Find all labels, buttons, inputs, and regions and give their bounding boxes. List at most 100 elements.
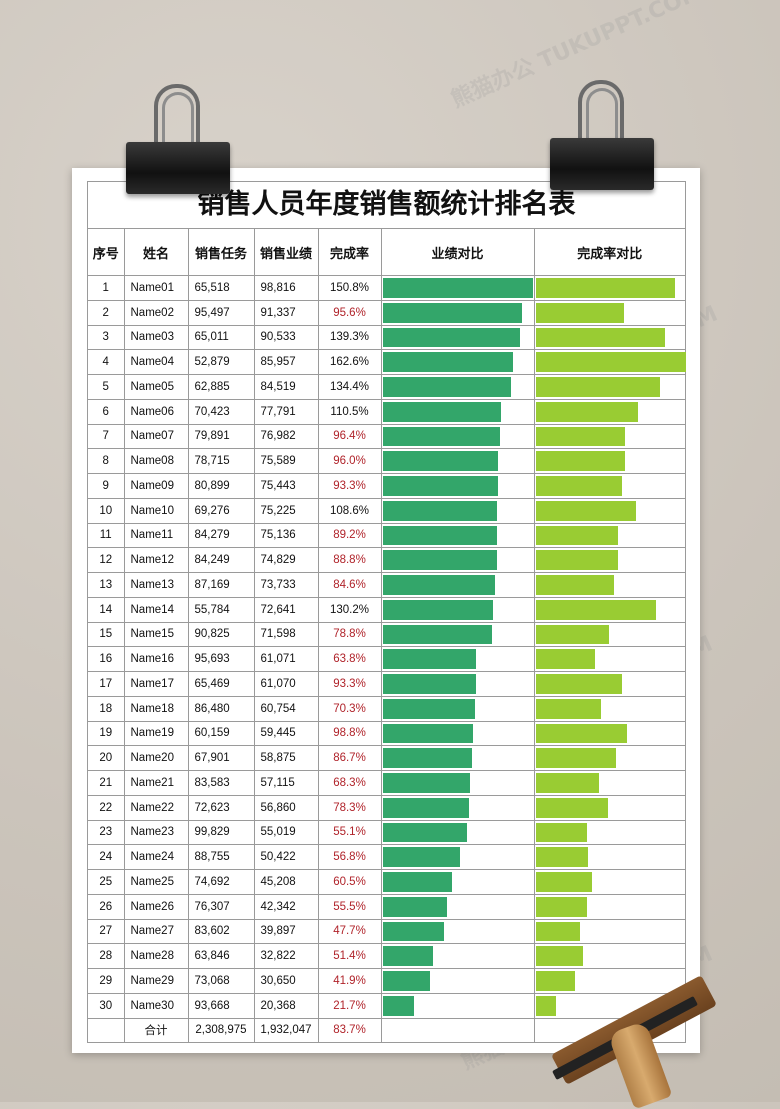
row-no: 7	[88, 423, 125, 450]
table-row: 19 Name19 60,159 59,445 98.8%	[88, 720, 685, 747]
table-row: 5 Name05 62,885 84,519 134.4%	[88, 374, 685, 400]
row-no: 29	[88, 968, 125, 994]
sales-bar	[382, 698, 475, 719]
row-sales: 56,860	[253, 794, 319, 821]
clip-body	[550, 138, 654, 190]
sales-bar-cell	[380, 992, 535, 1018]
clip-wire	[154, 84, 200, 156]
row-sales: 59,445	[253, 720, 319, 747]
sales-bar	[382, 426, 500, 447]
table-row: 16 Name16 95,693 61,071 63.8%	[88, 646, 685, 672]
rate-bar-cell	[533, 869, 685, 895]
row-name: Name30	[123, 992, 189, 1018]
row-name: Name28	[123, 943, 189, 969]
rate-bar	[535, 327, 665, 348]
rate-bar	[535, 896, 587, 917]
row-sales: 32,822	[253, 943, 319, 969]
row-rate: 47.7%	[317, 918, 382, 945]
row-rate: 51.4%	[317, 943, 382, 969]
row-sales: 73,733	[253, 572, 319, 598]
row-no: 23	[88, 819, 125, 846]
row-name: Name27	[123, 918, 189, 945]
header-task: 销售任务	[187, 229, 255, 276]
row-rate: 150.8%	[317, 275, 382, 301]
row-task: 79,891	[187, 423, 255, 450]
sales-bar	[382, 476, 498, 496]
sales-bar	[382, 822, 467, 843]
sales-bar	[382, 896, 447, 917]
table-row: 13 Name13 87,169 73,733 84.6%	[88, 572, 685, 598]
row-task: 65,518	[187, 275, 255, 301]
row-name: Name26	[123, 893, 189, 920]
sales-bar	[382, 674, 476, 694]
rate-bar	[535, 451, 625, 471]
row-sales: 30,650	[253, 968, 319, 994]
sales-bar-cell	[380, 918, 535, 945]
row-task: 86,480	[187, 695, 255, 722]
rate-bar-cell	[533, 473, 685, 499]
row-rate: 162.6%	[317, 349, 382, 375]
sales-bar-cell	[380, 349, 535, 375]
row-rate: 78.8%	[317, 621, 382, 648]
table-header-row: 序号 姓名 销售任务 销售业绩 完成率 业绩对比 完成率对比	[88, 229, 685, 276]
rate-bar	[535, 599, 656, 620]
sales-bar-cell	[380, 448, 535, 474]
row-sales: 75,589	[253, 448, 319, 474]
sales-bar-cell	[380, 745, 535, 771]
row-no: 22	[88, 794, 125, 821]
row-no: 16	[88, 646, 125, 672]
row-sales: 91,337	[253, 299, 319, 326]
row-rate: 60.5%	[317, 869, 382, 895]
total-label: 合计	[123, 1017, 189, 1043]
row-task: 84,249	[187, 547, 255, 573]
row-sales: 98,816	[253, 275, 319, 301]
header-sales-compare: 业绩对比	[380, 229, 535, 276]
rate-bar-cell	[533, 621, 685, 648]
sales-bar	[382, 971, 430, 991]
table-row: 8 Name08 78,715 75,589 96.0%	[88, 448, 685, 474]
rate-bar	[535, 302, 624, 323]
rate-bar-cell	[533, 596, 685, 623]
ranking-table-frame: 销售人员年度销售额统计排名表 序号 姓名 销售任务 销售业绩 完成率 业绩对比 …	[87, 181, 686, 1044]
row-task: 55,784	[187, 596, 255, 623]
total-no	[88, 1017, 125, 1043]
row-task: 95,497	[187, 299, 255, 326]
row-no: 19	[88, 720, 125, 747]
total-sales: 1,932,047	[253, 1017, 319, 1043]
total-sales-bar-cell	[380, 1017, 535, 1043]
row-sales: 50,422	[253, 844, 319, 870]
rate-bar-cell	[533, 695, 685, 722]
sales-bar-cell	[380, 497, 535, 524]
row-name: Name21	[123, 770, 189, 796]
row-name: Name11	[123, 522, 189, 549]
row-name: Name20	[123, 745, 189, 771]
table-row: 18 Name18 86,480 60,754 70.3%	[88, 695, 685, 722]
row-no: 5	[88, 374, 125, 400]
row-no: 8	[88, 448, 125, 474]
table-row: 20 Name20 67,901 58,875 86.7%	[88, 745, 685, 771]
row-task: 63,846	[187, 943, 255, 969]
row-name: Name19	[123, 720, 189, 747]
row-rate: 130.2%	[317, 596, 382, 623]
header-sales: 销售业绩	[253, 229, 319, 276]
rate-bar-cell	[533, 349, 686, 375]
sales-bar-cell	[380, 398, 535, 425]
rate-bar-cell	[533, 522, 685, 549]
row-task: 65,469	[187, 671, 255, 697]
rate-bar	[535, 847, 588, 867]
row-no: 20	[88, 745, 125, 771]
sales-bar-cell	[380, 596, 535, 623]
rate-bar	[535, 797, 608, 818]
sales-bar	[382, 451, 498, 471]
rate-bar	[535, 698, 601, 719]
row-rate: 55.1%	[317, 819, 382, 846]
row-no: 2	[88, 299, 125, 326]
row-rate: 93.3%	[317, 671, 382, 697]
sales-bar-cell	[380, 646, 535, 672]
row-no: 24	[88, 844, 125, 870]
table-row: 10 Name10 69,276 75,225 108.6%	[88, 497, 685, 524]
rate-bar-cell	[533, 943, 685, 969]
row-rate: 56.8%	[317, 844, 382, 870]
row-no: 12	[88, 547, 125, 573]
row-name: Name12	[123, 547, 189, 573]
